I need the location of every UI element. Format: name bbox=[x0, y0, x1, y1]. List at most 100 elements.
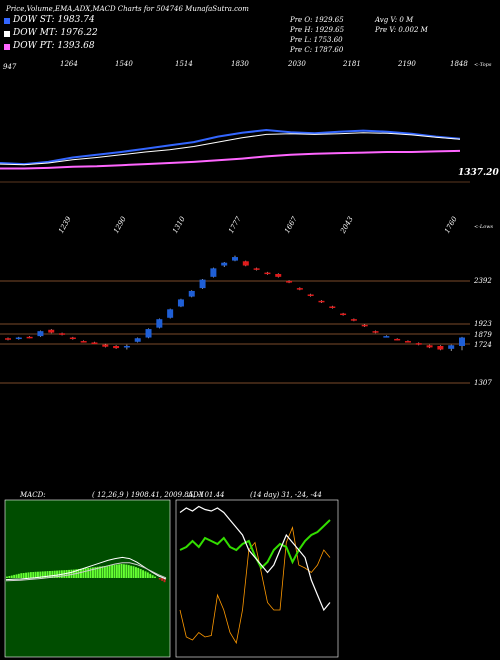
macd-bar bbox=[144, 571, 147, 578]
legend-label-st: DOW ST: 1983.74 bbox=[13, 15, 95, 25]
candle-body bbox=[361, 324, 368, 327]
macd-bar bbox=[146, 572, 149, 578]
candle-body bbox=[448, 345, 455, 349]
adx-params: (14 day) 31, -24, -44 bbox=[250, 491, 322, 499]
macd-bar bbox=[163, 578, 166, 583]
candle-body bbox=[253, 268, 260, 270]
top-value-8: 1848 bbox=[450, 60, 468, 68]
macd-bar bbox=[34, 571, 37, 578]
macd-bar bbox=[65, 570, 68, 578]
macd-bar bbox=[10, 575, 13, 578]
top-value-3: 1514 bbox=[175, 60, 193, 68]
candle-body bbox=[15, 337, 22, 340]
macd-series-0 bbox=[5, 556, 167, 581]
macd-bar bbox=[115, 564, 118, 578]
candle-body bbox=[394, 338, 401, 341]
candle-body bbox=[69, 337, 76, 340]
macd-bar bbox=[49, 571, 51, 578]
legend-swatch-st bbox=[4, 18, 10, 24]
right-label-0: 2392 bbox=[474, 277, 492, 285]
right-label-3: 1724 bbox=[474, 341, 492, 349]
macd-bar bbox=[151, 575, 154, 578]
macd-series-1 bbox=[5, 562, 167, 582]
macd-bar bbox=[6, 576, 8, 578]
candle-body bbox=[199, 279, 206, 289]
ohlc-low: Pre L: 1753.60 bbox=[290, 36, 343, 44]
candle-body bbox=[123, 346, 130, 348]
macd-bar bbox=[108, 565, 111, 578]
macd-bar bbox=[94, 567, 97, 578]
candle-body bbox=[188, 290, 195, 297]
candle-body bbox=[459, 337, 465, 346]
legend-swatch-pt bbox=[4, 44, 10, 50]
last-value-label: 1337.20 bbox=[458, 168, 499, 178]
adx-series-0 bbox=[179, 526, 331, 645]
top-value-4: 1830 bbox=[231, 60, 249, 68]
avg-volume: Avg V: 0 M bbox=[375, 16, 414, 24]
macd-bar bbox=[41, 571, 44, 578]
candle-body bbox=[80, 341, 87, 343]
macd-bar bbox=[142, 570, 144, 578]
candle-body bbox=[264, 272, 271, 275]
macd-bar bbox=[96, 566, 99, 578]
candle-body bbox=[167, 309, 174, 318]
macd-bar bbox=[132, 566, 135, 578]
candle-body bbox=[232, 257, 238, 261]
ohlc-high: Pre H: 1929.65 bbox=[290, 26, 345, 34]
lows-label: <-Lows bbox=[474, 224, 494, 230]
macd-bar bbox=[125, 564, 128, 578]
macd-bar bbox=[130, 565, 133, 578]
macd-bar bbox=[27, 572, 30, 578]
candle-body bbox=[37, 331, 44, 337]
candle-body bbox=[286, 281, 293, 283]
candle-body bbox=[113, 346, 120, 349]
candle-body bbox=[296, 288, 303, 290]
macd-bar bbox=[53, 570, 56, 578]
candle-body bbox=[275, 274, 282, 277]
macd-bar bbox=[80, 568, 82, 578]
candle-body bbox=[340, 313, 347, 316]
right-label-4: 1307 bbox=[474, 379, 492, 387]
right-label-2: 1879 bbox=[474, 331, 492, 339]
macd-bar bbox=[68, 569, 70, 578]
top-value-1: 1264 bbox=[60, 60, 78, 68]
legend-item-pt: DOW PT: 1393.68 bbox=[4, 41, 144, 54]
candle-body bbox=[437, 346, 444, 350]
candle-body bbox=[210, 268, 217, 277]
macd-panel bbox=[4, 499, 171, 658]
candle-body bbox=[426, 345, 433, 348]
macd-bar bbox=[15, 574, 18, 578]
macd-bar bbox=[103, 566, 106, 578]
candle-body bbox=[372, 331, 379, 333]
adx-series-1 bbox=[179, 519, 331, 570]
candle-body bbox=[134, 338, 141, 342]
legend-label-mt: DOW MT: 1976.22 bbox=[13, 28, 98, 38]
macd-bar bbox=[137, 567, 140, 578]
legend-label-pt: DOW PT: 1393.68 bbox=[13, 41, 95, 51]
top-series-2 bbox=[0, 149, 461, 170]
ohlc-close: Pre C: 1787.60 bbox=[290, 46, 344, 54]
macd-bar bbox=[135, 567, 137, 578]
macd-bar bbox=[92, 567, 94, 578]
candle-body bbox=[329, 306, 336, 308]
candle-body bbox=[59, 333, 66, 335]
candle-body bbox=[415, 343, 422, 345]
top-panel bbox=[0, 128, 470, 183]
macd-bar bbox=[123, 564, 125, 578]
adx-series-2 bbox=[179, 505, 331, 612]
candle-body bbox=[102, 344, 109, 347]
candle-body bbox=[350, 319, 357, 321]
macd-bar bbox=[111, 565, 113, 578]
macd-bar bbox=[51, 570, 54, 578]
tops-label: <-Tops bbox=[474, 62, 492, 68]
macd-bar bbox=[29, 572, 32, 578]
legend-item-st: DOW ST: 1983.74 bbox=[4, 15, 144, 28]
candle-body bbox=[91, 342, 98, 344]
adx-label: ADX bbox=[188, 491, 204, 499]
macd-label: MACD: bbox=[20, 491, 46, 499]
candle-body bbox=[48, 329, 55, 333]
top-value-0: 947 bbox=[3, 63, 17, 71]
candle-body bbox=[221, 262, 228, 266]
candle-body bbox=[307, 294, 314, 296]
macd-bar bbox=[84, 568, 87, 578]
